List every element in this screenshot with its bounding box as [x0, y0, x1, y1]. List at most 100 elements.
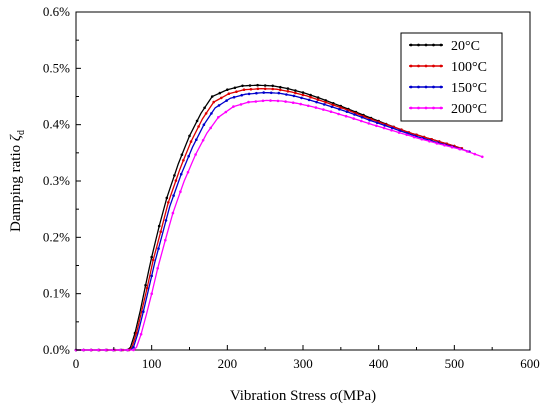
data-point [225, 99, 228, 102]
data-point [279, 88, 282, 92]
data-point [420, 137, 424, 141]
data-point [202, 123, 206, 126]
data-point [324, 101, 328, 104]
data-point [195, 138, 198, 141]
legend-swatch-marker [409, 64, 413, 68]
data-point [164, 238, 167, 242]
data-point [182, 159, 185, 162]
series-line [76, 91, 470, 351]
x-axis-title: Vibration Stress σ(MPa) [230, 388, 376, 404]
data-point [194, 153, 197, 156]
data-point [157, 224, 161, 228]
x-tick-label: 0 [73, 356, 80, 371]
data-point [180, 153, 184, 156]
data-point [352, 117, 356, 120]
legend-item: 100°C [409, 60, 487, 75]
legend-swatch-marker [417, 43, 420, 47]
y-tick-label: 0.2% [43, 229, 70, 244]
data-point [171, 211, 175, 215]
data-point [248, 84, 252, 87]
series-layer [74, 83, 484, 352]
legend-swatch-marker [432, 106, 435, 110]
data-point [261, 99, 265, 103]
data-point [338, 108, 341, 111]
data-point [159, 230, 162, 233]
data-point [315, 100, 318, 104]
data-point [151, 258, 155, 262]
data-point [390, 129, 393, 132]
data-point [397, 131, 401, 134]
data-point [167, 201, 170, 204]
series-1 [74, 87, 464, 352]
data-point [263, 87, 267, 91]
data-point [316, 96, 320, 99]
data-point [188, 134, 191, 138]
data-point [360, 116, 364, 119]
data-point [242, 88, 246, 91]
data-point [197, 125, 200, 128]
x-tick-label: 300 [293, 356, 313, 371]
data-point [299, 102, 303, 106]
data-point [324, 99, 328, 102]
legend-box [400, 32, 503, 122]
data-point [345, 110, 349, 113]
data-point [412, 135, 416, 139]
legend-swatch-marker [439, 64, 443, 68]
data-point [256, 83, 259, 87]
data-point [322, 108, 325, 111]
data-point [195, 119, 199, 123]
data-point [210, 112, 213, 115]
data-point [235, 90, 238, 93]
data-point [428, 140, 431, 143]
legend-label: 150°C [451, 81, 487, 96]
data-point [232, 105, 235, 108]
data-point [375, 124, 378, 128]
y-tick-label: 0.0% [43, 342, 70, 357]
data-point [164, 219, 168, 222]
data-point [96, 348, 100, 352]
data-point [314, 106, 318, 109]
data-point [132, 348, 135, 352]
y-axis-title-subscript: d [16, 130, 27, 135]
data-point [203, 106, 206, 110]
legend-swatch-marker [409, 85, 413, 89]
x-tick-label: 500 [445, 356, 465, 371]
data-point [353, 113, 356, 116]
data-point [150, 255, 153, 259]
data-point [239, 103, 243, 106]
legend-swatch-marker [409, 106, 413, 110]
data-point [301, 91, 305, 94]
data-point [226, 88, 229, 91]
legend-item: 200°C [409, 102, 487, 117]
data-point [279, 85, 282, 89]
data-point [277, 91, 281, 95]
x-tick-label: 100 [142, 356, 162, 371]
series-0 [74, 83, 459, 352]
data-point [254, 100, 258, 103]
data-point [263, 84, 267, 87]
data-point [271, 84, 275, 88]
data-point [405, 133, 409, 137]
data-point [201, 139, 205, 142]
x-tick-label: 600 [520, 356, 540, 371]
legend-swatch-marker [417, 64, 420, 68]
y-tick-label: 0.6% [43, 4, 70, 19]
data-point [269, 91, 273, 95]
data-point [291, 101, 295, 104]
data-point [247, 92, 251, 96]
data-point [339, 106, 343, 109]
legend-swatch-marker [417, 85, 420, 89]
data-point [150, 292, 153, 296]
data-point [150, 274, 153, 278]
data-point [247, 100, 250, 104]
data-point [309, 95, 312, 99]
data-point [204, 112, 208, 115]
data-point [294, 91, 297, 95]
data-point [224, 110, 228, 114]
x-axis: 0 100 200 300 400 500 600 [73, 345, 540, 371]
x-tick-label: 400 [369, 356, 389, 371]
data-point [217, 104, 221, 107]
data-point [383, 124, 387, 127]
data-point [286, 87, 290, 90]
